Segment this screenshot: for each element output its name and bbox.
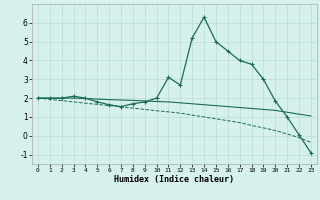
X-axis label: Humidex (Indice chaleur): Humidex (Indice chaleur) <box>115 175 234 184</box>
